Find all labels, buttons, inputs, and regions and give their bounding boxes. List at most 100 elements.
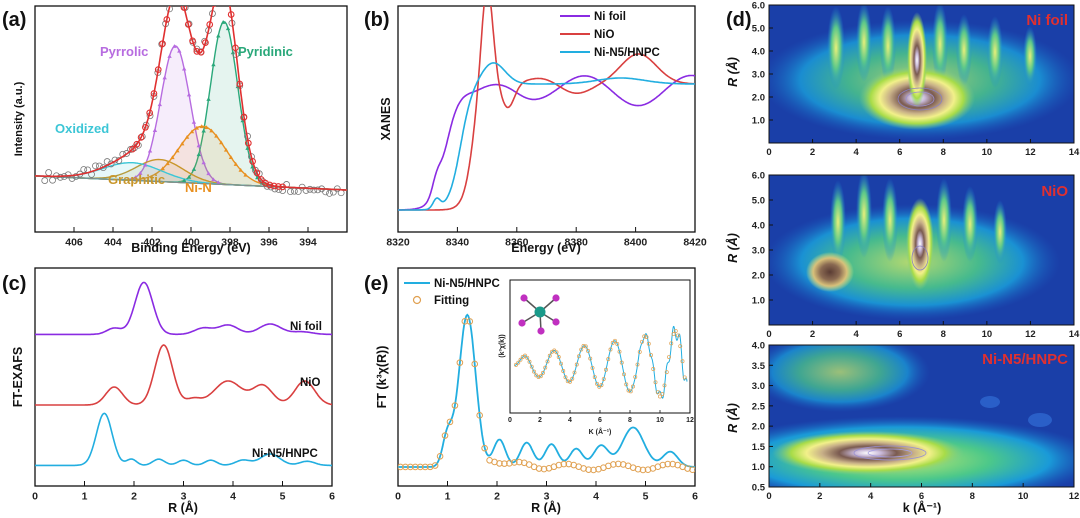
inset-fitting-point <box>676 333 680 338</box>
inset-fitting-point <box>572 370 577 375</box>
fitting-point <box>610 461 617 468</box>
wt-x-tick-label: 14 <box>1069 147 1080 158</box>
panel-a-x-ticks: 406 404 402 400 398 396 394 <box>65 227 317 249</box>
wt-nio: NiO R (Å) 0 2 4 6 8 10 12 14 1.0 2.0 3.0 4.0 5.0 6.0 <box>726 171 1080 341</box>
component-marker <box>204 125 209 130</box>
inset-fitting-point <box>651 367 656 371</box>
wt-nio-ticks: 0 2 4 6 8 10 12 14 1.0 2.0 3.0 4.0 5.0 6.0 <box>752 171 1080 341</box>
component-marker <box>181 66 187 71</box>
inset-fitting-point <box>624 382 629 387</box>
panel-c-x-ticks: 0 1 2 3 4 5 6 <box>32 481 335 503</box>
fitting-point <box>421 463 429 471</box>
inset-fitting-point <box>518 357 523 362</box>
component-marker <box>228 155 234 159</box>
fitting-point <box>511 459 518 466</box>
inset-fitting-point <box>588 356 593 361</box>
inset-fitting-point <box>543 365 548 370</box>
inset-tick-label: 10 <box>656 417 664 424</box>
component-marker <box>184 134 190 139</box>
annot-graphitic: Graphitic <box>108 172 165 187</box>
wt-y-tick-label: 2.0 <box>752 93 765 104</box>
wt-y-tick-label: 4.0 <box>752 47 765 58</box>
wt-x-tick-label: 8 <box>941 329 946 340</box>
fitting-point <box>585 466 592 473</box>
panel-d-label: (d) <box>726 9 752 31</box>
fitting-point <box>540 465 548 473</box>
panel-a-ylabel: Intensity (a.u.) <box>13 81 25 156</box>
component-marker <box>162 75 167 80</box>
inset-fitting-point <box>635 362 640 367</box>
panel-a-x-tick-label: 398 <box>221 237 239 249</box>
molecule-icon <box>518 294 560 335</box>
wt-x-tick-label: 10 <box>1018 491 1029 502</box>
panel-a-xlabel: Binding Energy (eV) <box>131 241 250 255</box>
panel-a-x-tick-label: 396 <box>260 237 278 249</box>
fit-marker <box>129 145 136 153</box>
inset-fitting-point <box>637 349 642 354</box>
inset-fitting-point <box>601 377 606 382</box>
inset-fitting-point <box>610 340 615 345</box>
wt-x-tick-label: 12 <box>1025 329 1036 340</box>
fitting-point <box>664 460 672 468</box>
fitting-point <box>506 460 513 467</box>
fitting-point <box>471 360 479 368</box>
panel-e-label: (e) <box>364 273 388 295</box>
panel-e-x-tick-label: 5 <box>643 491 649 503</box>
component-marker <box>177 48 182 53</box>
panel-a-x-tick-label: 394 <box>299 237 317 249</box>
inset-fitting-point <box>646 341 651 346</box>
fitting-point <box>496 460 503 467</box>
wt-x-tick-label: 4 <box>853 147 859 158</box>
wt-y-tick-label: 2.0 <box>752 422 765 433</box>
component-marker <box>160 166 165 171</box>
fitting-point <box>614 460 622 468</box>
inset-fitting-point <box>682 375 687 380</box>
panel-e-x-tick-label: 3 <box>544 491 550 503</box>
panel-c: (c) 0 1 2 3 4 5 6 R (Å) FT-EXAFS Ni foil NiO N… <box>2 267 335 515</box>
fitting-point <box>634 465 642 473</box>
inset-fitting-point <box>628 389 633 394</box>
panel-b-x-ticks: 8320 8340 8360 8380 8400 8420 <box>386 227 707 249</box>
inset-fitting-point <box>619 360 624 365</box>
inset-fitting-point <box>608 347 613 352</box>
panel-e-xlabel: R (Å) <box>531 500 561 515</box>
fitting-point <box>590 466 597 474</box>
wt-ninhnpc-title: Ni-N5/HNPC <box>982 351 1068 368</box>
inset-fitting-point <box>613 338 617 343</box>
component-marker <box>216 33 221 38</box>
panel-b-xlabel: Energy (eV) <box>511 241 580 255</box>
wt-y-tick-label: 1.0 <box>752 296 765 307</box>
raw-data-point <box>49 176 56 184</box>
wt-x-tick-label: 10 <box>982 147 993 158</box>
component-marker <box>175 148 180 153</box>
inset-fitting-point <box>561 368 566 373</box>
component-marker <box>196 152 201 157</box>
panel-b-x-tick-label: 8400 <box>624 237 648 249</box>
inset-fitting-point <box>633 374 638 379</box>
raw-data-point <box>314 186 322 194</box>
inset-fitting-point <box>640 339 644 344</box>
legend-e-swatch-fitting <box>412 295 422 305</box>
panel-e-legend: Ni-N5/HNPC Fitting <box>404 278 500 307</box>
fit-marker <box>189 37 196 45</box>
inset-tick-label: 0 <box>508 417 512 424</box>
inset-x-ticks: 0 2 4 6 8 10 12 <box>508 410 694 424</box>
inset-fitting-point <box>615 341 620 346</box>
raw-data-point <box>72 173 80 180</box>
wt-nifoil: Ni foil R (Å) 0 2 4 6 8 10 12 14 1.0 2.0 3.0 4.0 5.0… <box>726 1 1080 159</box>
inset-fitting-point <box>563 375 568 380</box>
component-marker <box>138 171 143 175</box>
inset-tick-label: 8 <box>628 417 632 424</box>
panel-c-ylabel: FT-EXAFS <box>11 347 25 407</box>
inset-fitting-point <box>541 370 545 375</box>
inset-fitting-point <box>606 357 611 362</box>
annot-pyridinic: Pyridinic <box>238 44 293 59</box>
wt-ninhnpc-xlabel: k (Å⁻¹) <box>903 500 942 515</box>
panel-b-x-tick-label: 8320 <box>386 237 410 249</box>
annot-oxidized: Oxidized <box>55 121 109 136</box>
component-marker <box>194 125 200 130</box>
panel-e-x-tick-label: 6 <box>692 491 698 503</box>
inset-fitting-point <box>554 350 559 355</box>
legend-b-ninhnpc: Ni-N5/HNPC <box>594 47 660 59</box>
wt-y-tick-label: 6.0 <box>752 171 765 182</box>
